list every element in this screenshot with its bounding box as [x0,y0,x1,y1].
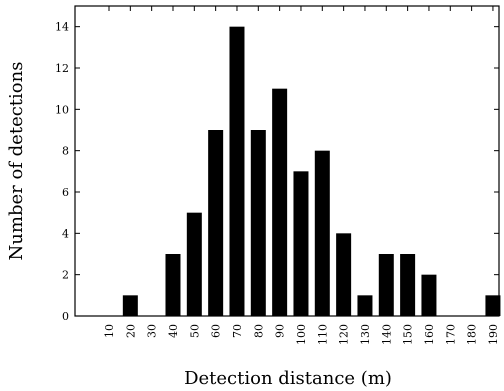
x-tick-label: 130 [359,324,372,345]
bar-70 [229,26,245,316]
x-axis-ticks: 10 20 30 40 50 60 70 80 90 100 110 120 130 140 150 160 1… [103,6,500,345]
x-tick-label: 190 [487,324,500,345]
x-tick-label: 150 [402,324,415,345]
y-tick-label: 6 [62,186,69,199]
x-tick-label: 40 [167,324,180,338]
x-tick-label: 20 [124,324,137,338]
y-axis-ticks: 0 2 4 6 8 10 12 14 [55,21,499,323]
x-tick-label: 180 [466,324,479,345]
bar-20 [122,295,138,316]
bar-130 [357,295,373,316]
y-tick-label: 4 [62,227,69,240]
bar-40 [165,254,181,316]
x-tick-label: 10 [103,324,116,338]
x-tick-label: 170 [444,324,457,345]
bar-140 [378,254,394,316]
bar-190 [485,295,501,316]
x-tick-label: 160 [423,324,436,345]
x-tick-label: 100 [295,324,308,345]
bar-90 [272,88,288,316]
y-tick-label: 8 [62,145,69,158]
x-tick-label: 110 [316,324,329,345]
x-tick-label: 50 [188,324,201,338]
bar-160 [421,274,437,316]
bar-150 [400,254,416,316]
bar-50 [186,212,202,316]
bar-80 [250,130,266,316]
y-tick-label: 14 [55,21,69,34]
x-axis-title: Detection distance (m) [184,368,392,389]
x-tick-label: 80 [252,324,265,338]
bar-100 [293,171,309,316]
x-tick-label: 30 [146,324,159,338]
x-tick-label: 90 [274,324,287,338]
bar-120 [336,233,352,316]
x-tick-label: 70 [231,324,244,338]
y-tick-label: 0 [62,310,69,323]
x-tick-label: 120 [338,324,351,345]
y-tick-label: 2 [62,269,69,282]
x-tick-label: 140 [380,324,393,345]
bar-110 [314,150,330,316]
y-axis-title: Number of detections [6,62,27,261]
y-tick-label: 12 [55,62,69,75]
y-tick-label: 10 [55,103,69,116]
bar-60 [208,130,224,316]
bars-group [122,26,501,316]
x-tick-label: 60 [210,324,223,338]
